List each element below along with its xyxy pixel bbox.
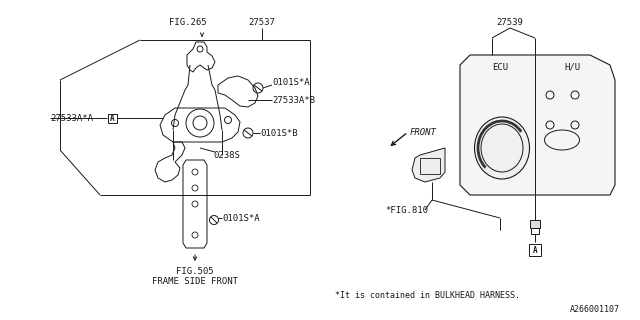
Text: 0101S*A: 0101S*A [272,77,310,86]
Text: 0101S*A: 0101S*A [222,213,260,222]
Polygon shape [412,148,445,182]
Text: H/U: H/U [564,62,580,71]
Text: 0238S: 0238S [213,150,240,159]
Bar [108,114,116,123]
Bar [530,220,540,228]
Text: A: A [532,245,538,254]
Text: 27533A*A: 27533A*A [50,114,93,123]
Text: *FIG.810: *FIG.810 [385,205,428,214]
Text: A266001107: A266001107 [570,306,620,315]
Text: ECU: ECU [492,62,508,71]
Text: FRONT: FRONT [410,127,437,137]
Text: 27539: 27539 [497,18,524,27]
Text: FIG.505: FIG.505 [176,268,214,276]
Bar [420,158,440,174]
Text: 27533A*B: 27533A*B [272,95,315,105]
Text: FIG.265: FIG.265 [169,18,207,27]
Text: FRAME SIDE FRONT: FRAME SIDE FRONT [152,276,238,285]
Text: 27537: 27537 [248,18,275,27]
Text: A: A [109,114,115,123]
Bar [531,228,539,234]
Text: *It is contained in BULKHEAD HARNESS.: *It is contained in BULKHEAD HARNESS. [335,291,520,300]
Polygon shape [460,55,615,195]
Ellipse shape [474,117,529,179]
Text: 0101S*B: 0101S*B [260,129,298,138]
Bar [529,244,541,256]
